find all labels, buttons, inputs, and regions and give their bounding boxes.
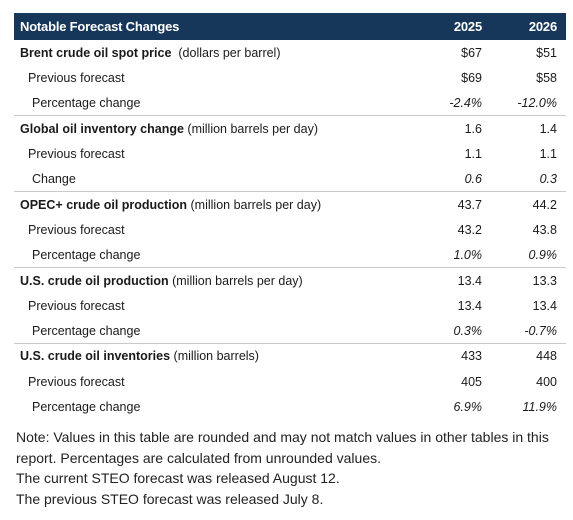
cell-2026: 43.8 (532, 222, 557, 237)
cell-2026: 1.4 (488, 115, 566, 142)
row-label: Change (32, 171, 76, 186)
row-title: Brent crude oil spot price (20, 45, 172, 60)
cell-2025: 13.4 (400, 267, 488, 293)
table-row-brent-price: Brent crude oil spot price (dollars per … (14, 40, 566, 65)
table-row-previous-forecast: Previous forecast 13.4 13.4 (14, 293, 566, 318)
row-label: OPEC+ crude oil production (million barr… (14, 191, 400, 218)
cell-2026: 448 (488, 343, 566, 369)
cell-2026: $51 (536, 45, 557, 60)
row-label: Percentage change (32, 323, 141, 338)
cell-2025: $67 (461, 45, 482, 60)
cell-2026: -0.7% (524, 323, 557, 338)
cell-2026: 13.4 (532, 298, 557, 313)
cell-2025: 0.3% (453, 323, 483, 338)
row-label: Percentage change (32, 399, 141, 414)
cell-2025: 43.2 (457, 222, 482, 237)
cell-2025: 1.6 (400, 115, 488, 142)
table-row-percentage-change: Percentage change 1.0% 0.9% (14, 242, 566, 267)
cell-2026: 44.2 (488, 191, 566, 218)
cell-2025: $69 (461, 70, 482, 85)
table-row-us-production: U.S. crude oil production (million barre… (14, 267, 566, 293)
table-row-percentage-change: Percentage change -2.4% -12.0% (14, 91, 566, 116)
footnote-rounding: Note: Values in this table are rounded a… (16, 429, 549, 466)
table-row-us-inventories: U.S. crude oil inventories (million barr… (14, 343, 566, 369)
table-row-opec-production: OPEC+ crude oil production (million barr… (14, 191, 566, 218)
row-label: Previous forecast (28, 70, 125, 85)
row-unit: (million barrels per day) (187, 121, 319, 136)
cell-2025: -2.4% (449, 95, 482, 110)
cell-2026: 11.9% (522, 399, 557, 414)
table-row-previous-forecast: Previous forecast 43.2 43.8 (14, 217, 566, 242)
row-label: Previous forecast (28, 146, 125, 161)
cell-2025: 1.0% (453, 247, 483, 262)
footnote-previous-release: The previous STEO forecast was released … (16, 490, 324, 507)
cell-2025: 1.1 (464, 146, 482, 161)
forecast-changes-panel: Notable Forecast Changes 2025 2026 Brent… (14, 0, 566, 509)
row-title: Global oil inventory change (20, 121, 184, 136)
table-row-previous-forecast: Previous forecast 1.1 1.1 (14, 141, 566, 166)
row-label: Previous forecast (28, 374, 125, 389)
cell-2025: 13.4 (457, 298, 482, 313)
row-label: Previous forecast (28, 298, 125, 313)
table-header-row: Notable Forecast Changes 2025 2026 (14, 13, 566, 40)
cell-2026: $58 (536, 70, 557, 85)
row-label: U.S. crude oil production (million barre… (14, 267, 400, 293)
table-title: Notable Forecast Changes (20, 19, 180, 34)
row-label: U.S. crude oil inventories (million barr… (14, 343, 400, 369)
cell-2025: 0.6 (464, 171, 482, 186)
row-label: Percentage change (32, 247, 141, 262)
cell-2026: -12.0% (517, 95, 557, 110)
row-unit: (dollars per barrel) (178, 45, 281, 60)
row-title: OPEC+ crude oil production (20, 197, 188, 212)
table-row-percentage-change: Percentage change 0.3% -0.7% (14, 318, 566, 343)
cell-2026: 13.3 (488, 267, 566, 293)
column-header-2026: 2026 (528, 19, 557, 34)
row-unit: (million barrels per day) (172, 273, 303, 288)
table-row-global-inventory-change: Global oil inventory change (million bar… (14, 115, 566, 142)
footnote-current-release: The current STEO forecast was released A… (16, 470, 340, 487)
row-title: U.S. crude oil inventories (20, 349, 171, 364)
row-label: Percentage change (32, 95, 141, 110)
cell-2026: 0.9% (528, 247, 558, 262)
table-row-change: Change 0.6 0.3 (14, 166, 566, 191)
row-label: Previous forecast (28, 222, 125, 237)
row-unit: (million barrels per day) (190, 197, 322, 212)
forecast-changes-table: Notable Forecast Changes 2025 2026 Brent… (14, 13, 566, 419)
cell-2026: 1.1 (539, 146, 557, 161)
row-title: U.S. crude oil production (20, 273, 169, 288)
cell-2025: 6.9% (453, 399, 483, 414)
table-row-previous-forecast: Previous forecast $69 $58 (14, 65, 566, 90)
row-label: Brent crude oil spot price (dollars per … (14, 40, 400, 65)
cell-2026: 0.3 (539, 171, 557, 186)
cell-2025: 433 (400, 343, 488, 369)
table-footnote: Note: Values in this table are rounded a… (14, 427, 568, 509)
column-header-2025: 2025 (453, 19, 482, 34)
cell-2026: 400 (536, 374, 557, 389)
row-unit: (million barrels) (173, 349, 259, 364)
table-row-percentage-change: Percentage change 6.9% 11.9% (14, 394, 566, 419)
cell-2025: 405 (461, 374, 482, 389)
table-row-previous-forecast: Previous forecast 405 400 (14, 369, 566, 394)
row-label: Global oil inventory change (million bar… (14, 115, 400, 142)
cell-2025: 43.7 (400, 191, 488, 218)
